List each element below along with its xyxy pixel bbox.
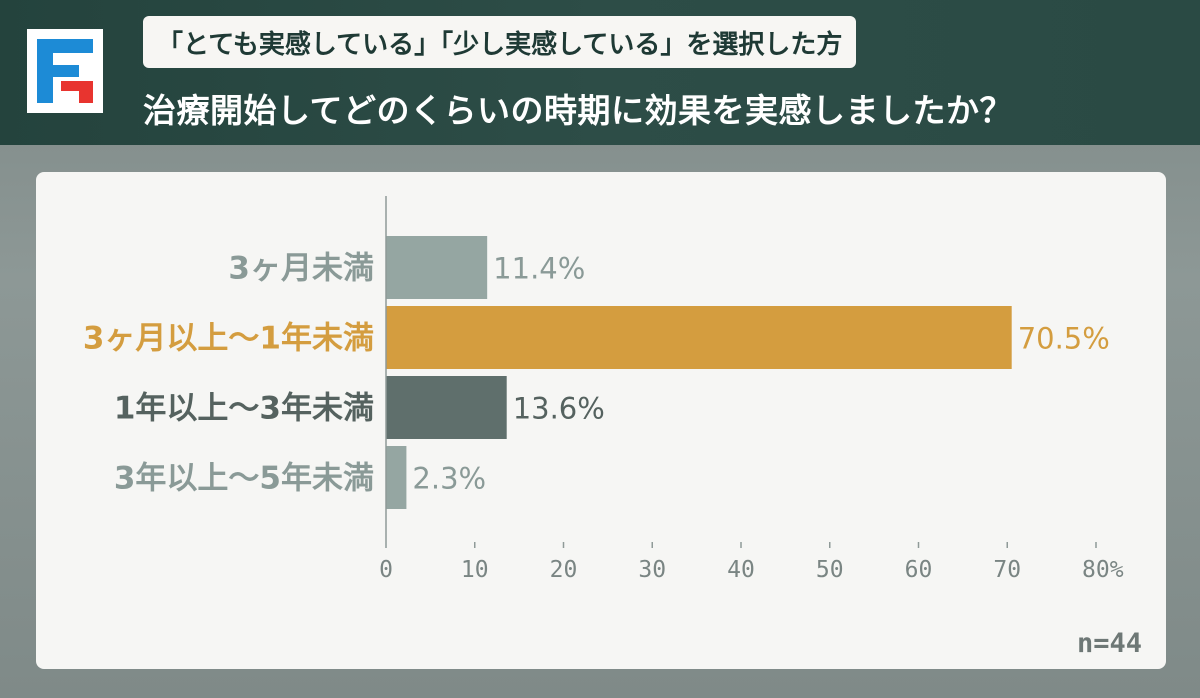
- category-label: 3ヶ月未満: [228, 251, 374, 287]
- x-tick-label: 40: [727, 557, 755, 583]
- subtitle-text: 「とても実感している」「少し実感している」を選択した方: [157, 29, 843, 60]
- bar: [386, 236, 488, 299]
- value-label: 70.5%: [1018, 322, 1110, 356]
- category-label: 1年以上〜3年未満: [114, 391, 374, 427]
- value-label: 13.6%: [513, 392, 605, 426]
- bar: [386, 306, 1012, 369]
- bar: [386, 376, 507, 439]
- sample-size-label: n=44: [1076, 628, 1142, 659]
- x-tick-label: 30: [638, 557, 666, 583]
- x-tick-label: 70: [993, 557, 1021, 583]
- chart-card: [36, 172, 1166, 669]
- value-label: 2.3%: [412, 462, 486, 496]
- subtitle-box: 「とても実感している」「少し実感している」を選択した方: [143, 16, 857, 68]
- brand-logo-icon: [27, 29, 103, 113]
- category-label: 3ヶ月以上〜1年未満: [83, 321, 374, 357]
- x-tick-label: 60: [905, 557, 933, 583]
- x-tick-label: 80%: [1082, 557, 1124, 583]
- x-tick-label: 0: [379, 557, 393, 583]
- bar: [386, 446, 407, 509]
- x-tick-label: 20: [550, 557, 578, 583]
- page-title: 治療開始してどのくらいの時期に効果を実感しましたか？: [143, 91, 1014, 130]
- x-tick-label: 10: [461, 557, 489, 583]
- x-tick-label: 50: [816, 557, 844, 583]
- header-band: 「とても実感している」「少し実感している」を選択した方 治療開始してどのくらいの…: [0, 0, 1200, 145]
- category-label: 3年以上〜5年未満: [114, 461, 374, 497]
- value-label: 11.4%: [493, 252, 585, 286]
